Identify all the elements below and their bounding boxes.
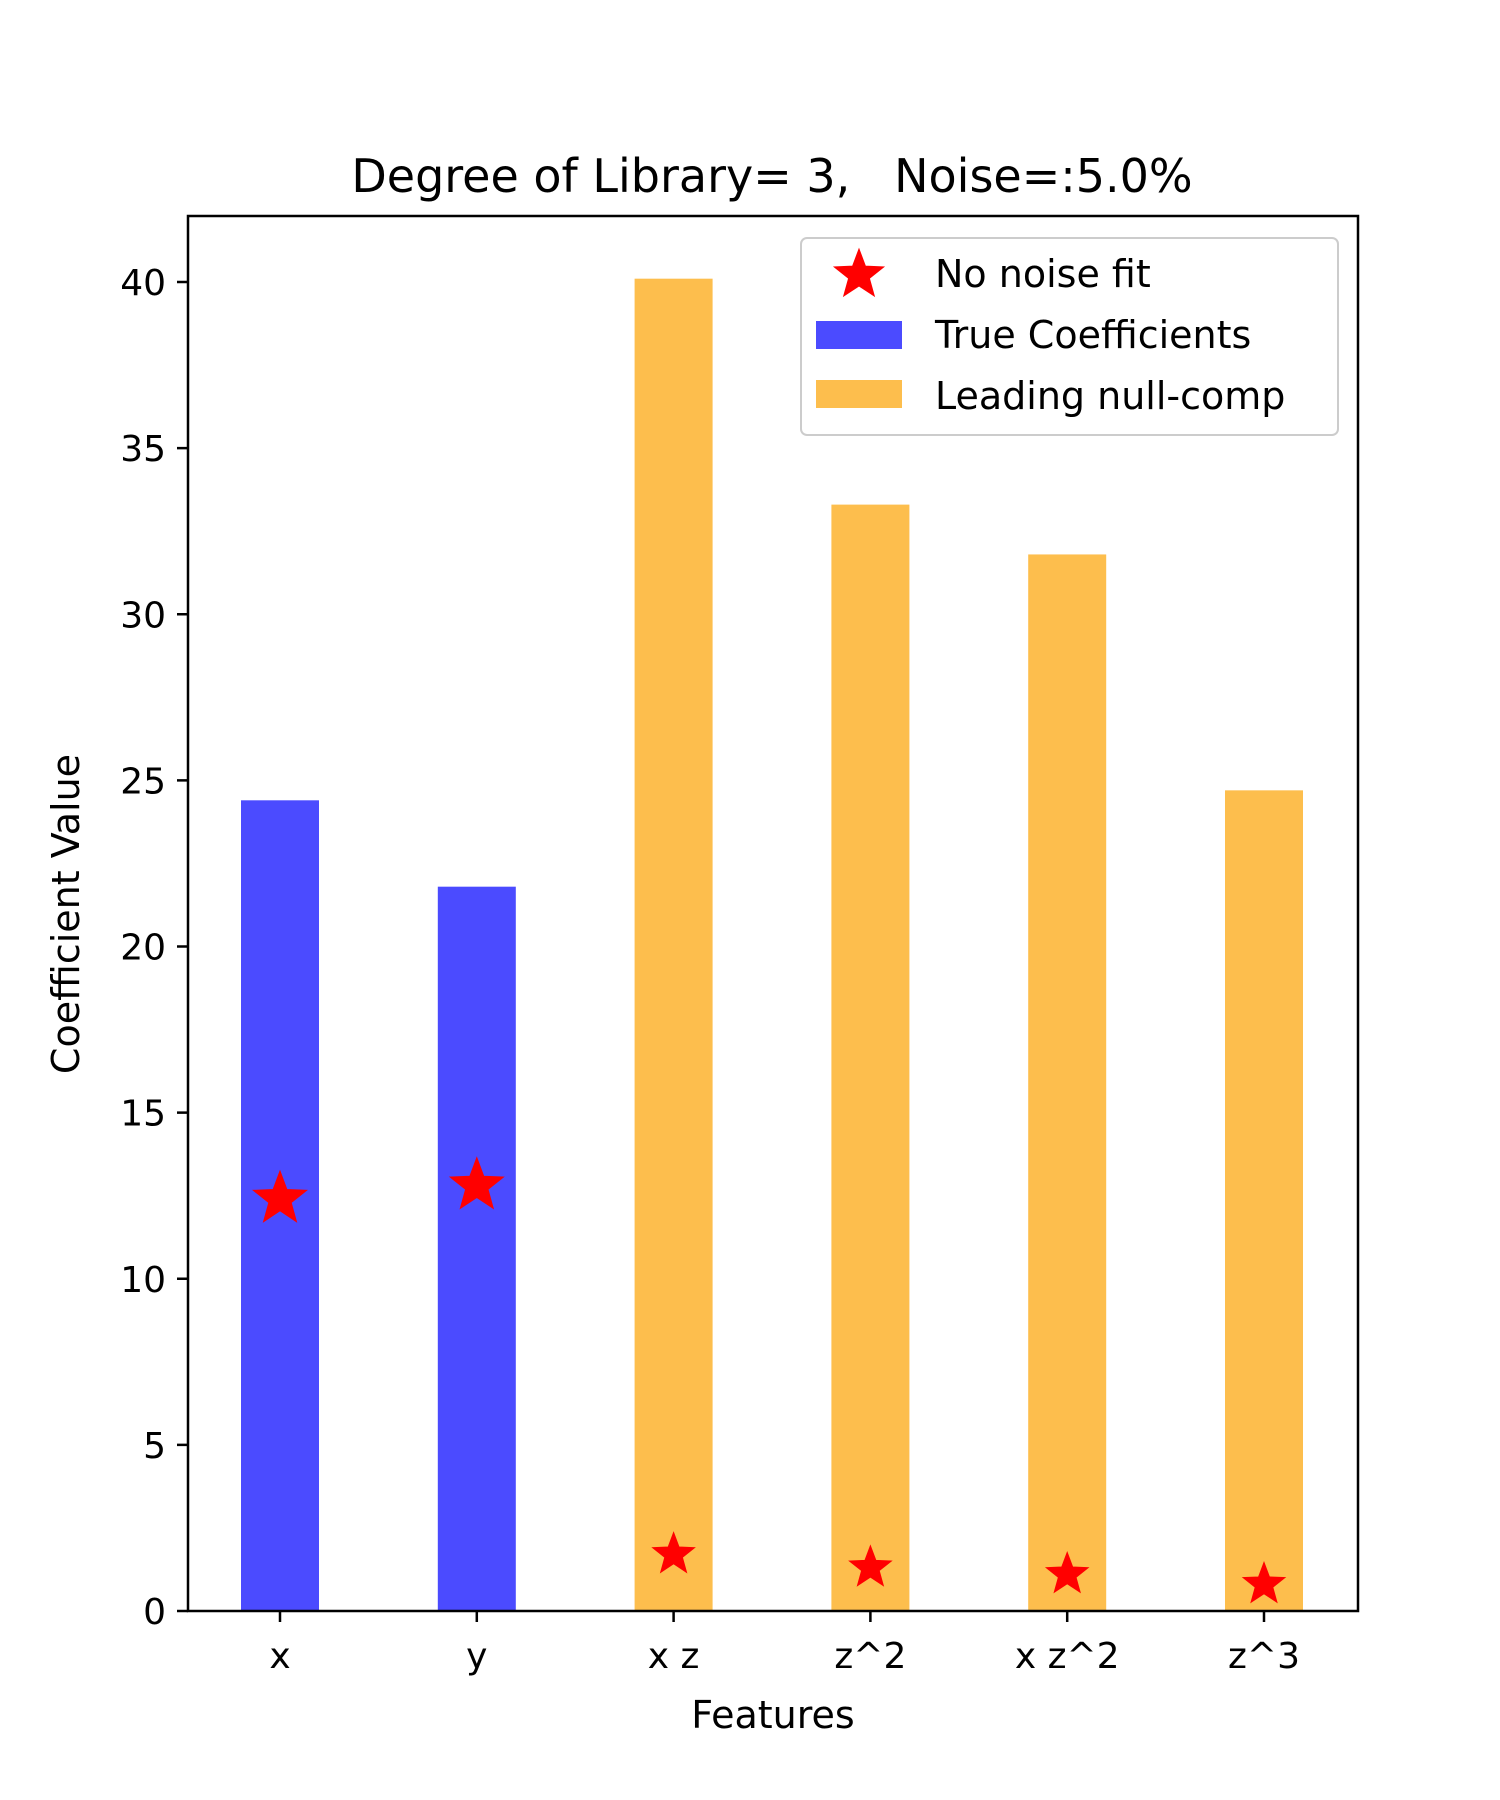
legend-label-true-coefficients: True Coefficients	[934, 313, 1251, 357]
legend: No noise fit True Coefficients Leading n…	[800, 237, 1339, 436]
legend-label-no-noise-fit: No noise fit	[935, 252, 1151, 296]
marker-no-noise-fit-x	[252, 1169, 308, 1223]
x-tick-label-x-z: x z	[648, 1636, 700, 1677]
y-axis: 0 5 10 15 20 25 30 35 40	[120, 263, 188, 1633]
bar-leading-null-comp-x-z-2	[1028, 554, 1107, 1612]
legend-swatch-leading-null-comp	[816, 380, 902, 408]
marker-no-noise-fit-x-z-2	[1044, 1551, 1090, 1594]
x-tick-label-x: x	[269, 1636, 290, 1677]
x-tick-label-z-2: z^2	[834, 1636, 906, 1677]
plot-frame	[186, 214, 1360, 1613]
y-tick-label-0: 0	[143, 1592, 166, 1633]
bar-leading-null-comp-z-2	[831, 504, 910, 1611]
legend-box	[800, 237, 1339, 436]
markers-layer	[252, 1156, 1287, 1604]
y-tick-label-10: 10	[120, 1260, 166, 1301]
bars-layer	[241, 278, 1303, 1612]
x-axis: x y x z z^2 x z^2 z^3	[269, 1611, 1300, 1677]
bar-leading-null-comp-x-z	[634, 278, 713, 1612]
y-tick-label-15: 15	[120, 1094, 166, 1135]
legend-label-leading-null-comp: Leading null-comp	[935, 374, 1285, 418]
legend-swatch-true-coefficients	[816, 321, 902, 349]
y-tick-label-40: 40	[120, 263, 166, 304]
x-tick-label-y: y	[466, 1636, 487, 1677]
y-tick-label-30: 30	[120, 595, 166, 636]
bar-true-coefficients-y	[437, 886, 516, 1611]
y-tick-label-25: 25	[120, 761, 166, 802]
chart-title: Degree of Library= 3, Noise=:5.0%	[351, 149, 1192, 203]
x-tick-label-x-z-2: x z^2	[1015, 1636, 1120, 1677]
legend-star-icon	[832, 247, 886, 298]
x-axis-label: Features	[691, 1693, 854, 1737]
bar-leading-null-comp-z-3	[1225, 790, 1303, 1611]
x-tick-label-z-3: z^3	[1228, 1636, 1300, 1677]
y-tick-label-35: 35	[120, 429, 166, 470]
marker-no-noise-fit-z-3	[1241, 1560, 1287, 1604]
marker-no-noise-fit-y	[448, 1156, 505, 1210]
y-tick-label-5: 5	[143, 1426, 166, 1467]
y-tick-label-20: 20	[120, 928, 166, 969]
marker-no-noise-fit-z-2	[848, 1544, 893, 1587]
marker-no-noise-fit-x-z	[651, 1531, 696, 1574]
y-axis-label: Coefficient Value	[44, 754, 88, 1074]
